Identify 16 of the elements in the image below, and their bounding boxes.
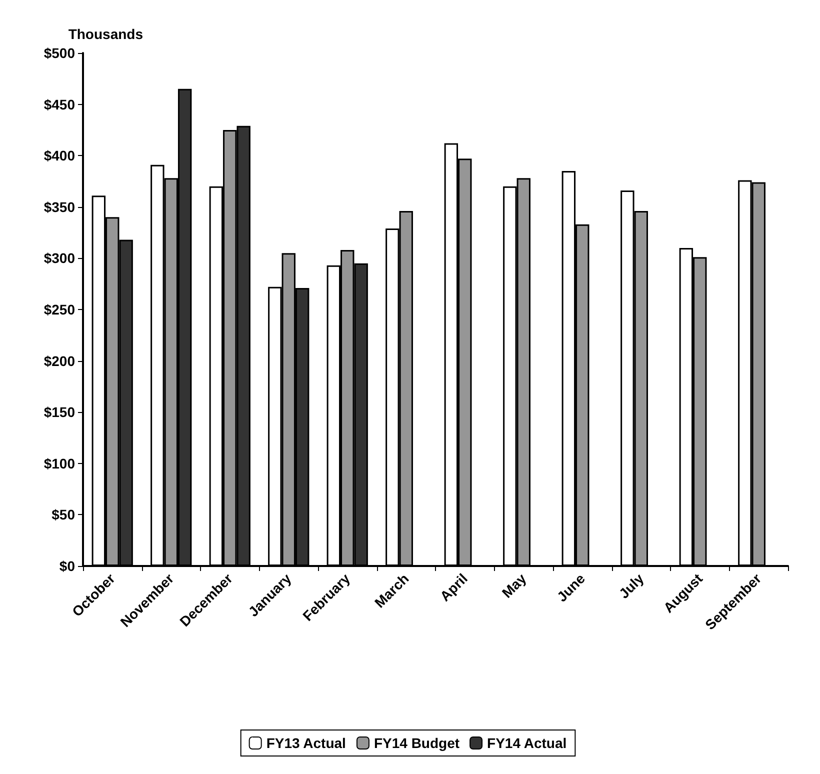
y-tick-label: $350: [44, 198, 76, 215]
y-tick-label: $100: [44, 455, 76, 472]
legend-label: FY14 Budget: [374, 735, 460, 751]
y-axis-title: Thousands: [68, 26, 144, 42]
y-tick-label: $250: [44, 302, 76, 318]
y-tick-label: $150: [44, 404, 76, 420]
legend-label: FY13 Actual: [266, 735, 346, 751]
legend-label: FY14 Actual: [487, 735, 567, 751]
x-tick-label: May: [498, 570, 530, 601]
y-tick-label: $50: [52, 506, 76, 523]
y-tick-label: $0: [59, 558, 76, 574]
y-tick-label: $450: [44, 96, 76, 112]
y-tick-label: $500: [44, 45, 76, 61]
y-tick-label: $300: [44, 250, 76, 266]
y-tick-label: $400: [44, 148, 76, 164]
y-tick-label: $200: [44, 352, 76, 369]
